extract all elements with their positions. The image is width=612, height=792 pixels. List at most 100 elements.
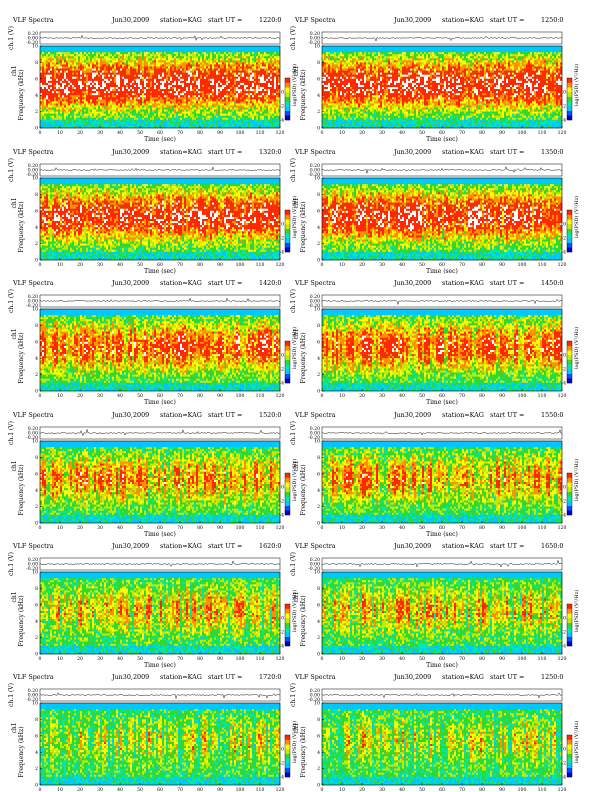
colorbar-tick-label: -4 bbox=[562, 118, 567, 124]
panel-start-time: 1450:0 bbox=[541, 279, 563, 287]
colorbar-tick-label: -2 bbox=[280, 761, 285, 767]
x-tick-label: 0 bbox=[39, 262, 42, 268]
y-tick-label: 6 bbox=[317, 76, 320, 82]
y-tick-label: 10 bbox=[314, 570, 320, 576]
x-tick-label: 110 bbox=[256, 262, 265, 268]
y-tick-label: 2 bbox=[317, 504, 320, 510]
colorbar-tick-label: -4 bbox=[562, 644, 567, 650]
colorbar-tick-label: -2 bbox=[280, 104, 285, 110]
x-tick-label: 10 bbox=[339, 656, 345, 662]
y-tick-label: 6 bbox=[35, 208, 38, 214]
spectrogram-image bbox=[40, 178, 280, 260]
y-tick-label: 10 bbox=[32, 701, 38, 707]
x-tick-label: 40 bbox=[117, 130, 123, 136]
waveform-trace bbox=[40, 429, 280, 435]
waveform-axis-label: ch.1 (V) bbox=[8, 26, 15, 50]
x-tick-label: 120 bbox=[276, 525, 285, 531]
x-tick-label: 110 bbox=[256, 525, 265, 531]
panel-start-prefix: start UT = bbox=[208, 673, 242, 681]
colorbar-tick-label: 0 bbox=[281, 353, 284, 359]
x-tick-label: 70 bbox=[459, 656, 465, 662]
x-tick-label: 100 bbox=[518, 525, 527, 531]
y-tick-label: 0 bbox=[35, 126, 38, 132]
panel-start-time: 1520:0 bbox=[259, 411, 281, 419]
colorbar-tick-label: -4 bbox=[280, 775, 285, 781]
channel-label: ch1 bbox=[11, 65, 18, 76]
x-tick-label: 40 bbox=[399, 262, 405, 268]
y-tick-label: 8 bbox=[35, 192, 38, 198]
x-tick-label: 100 bbox=[518, 262, 527, 268]
x-tick-label: 20 bbox=[77, 656, 83, 662]
panel-start-time: 1220:0 bbox=[259, 16, 281, 24]
y-tick-label: 8 bbox=[35, 455, 38, 461]
x-axis-label: Time (sec) bbox=[144, 399, 176, 406]
y-tick-label: 0 bbox=[35, 521, 38, 527]
y-tick-label: 10 bbox=[32, 570, 38, 576]
x-tick-label: 120 bbox=[276, 787, 285, 792]
y-tick-label: 0 bbox=[317, 652, 320, 658]
waveform-axis-label: ch.1 (V) bbox=[8, 421, 15, 445]
x-tick-label: 110 bbox=[256, 787, 265, 792]
x-tick-label: 70 bbox=[177, 393, 183, 399]
colorbar-tick-label: -4 bbox=[280, 644, 285, 650]
spectrogram-image bbox=[322, 46, 562, 128]
spectrogram-panel-8: VLF Spectra Jun30,2009 station=KAG start UT… bbox=[290, 411, 580, 538]
colorbar-tick-label: -4 bbox=[280, 118, 285, 124]
waveform-trace bbox=[322, 560, 562, 567]
x-tick-label: 40 bbox=[399, 393, 405, 399]
x-tick-label: 10 bbox=[339, 130, 345, 136]
x-tick-label: 100 bbox=[518, 130, 527, 136]
x-tick-label: 90 bbox=[217, 262, 223, 268]
colorbar-tick-label: -4 bbox=[280, 250, 285, 256]
panel-start-prefix: start UT = bbox=[490, 279, 524, 287]
x-tick-label: 40 bbox=[117, 656, 123, 662]
spectrogram-panel-6: VLF Spectra Jun30,2009 station=KAG start UT… bbox=[290, 279, 580, 406]
spectrogram-panel-2: VLF Spectra Jun30,2009 station=KAG start UT… bbox=[290, 16, 580, 143]
colorbar-tick-label: 0 bbox=[563, 222, 566, 228]
x-tick-label: 120 bbox=[276, 130, 285, 136]
x-tick-label: 0 bbox=[321, 262, 324, 268]
x-tick-label: 30 bbox=[379, 787, 385, 792]
y-tick-label: 2 bbox=[35, 635, 38, 641]
x-tick-label: 50 bbox=[137, 787, 143, 792]
y-tick-label: 2 bbox=[317, 635, 320, 641]
x-tick-label: 50 bbox=[137, 393, 143, 399]
channel-label: ch1 bbox=[293, 722, 300, 733]
waveform-trace bbox=[322, 430, 562, 435]
colorbar-tick-label: -2 bbox=[562, 236, 567, 242]
y-tick-label: 8 bbox=[35, 60, 38, 66]
colorbar-tick-label: -2 bbox=[280, 236, 285, 242]
x-tick-label: 30 bbox=[379, 262, 385, 268]
x-tick-label: 40 bbox=[399, 525, 405, 531]
panel-start-time: 1620:0 bbox=[259, 542, 281, 550]
x-tick-label: 90 bbox=[217, 393, 223, 399]
y-tick-label: 8 bbox=[317, 717, 320, 723]
x-tick-label: 10 bbox=[57, 262, 63, 268]
colorbar-tick-label: -4 bbox=[280, 381, 285, 387]
waveform-trace bbox=[322, 167, 562, 173]
x-tick-label: 100 bbox=[518, 656, 527, 662]
x-tick-label: 90 bbox=[499, 130, 505, 136]
x-tick-label: 110 bbox=[538, 393, 547, 399]
x-tick-label: 100 bbox=[236, 525, 245, 531]
channel-label: ch1 bbox=[293, 460, 300, 471]
y-tick-label: 2 bbox=[317, 766, 320, 772]
colorbar-label: log(PSD) (V²/Hz) bbox=[573, 459, 580, 501]
y-tick-label: 8 bbox=[35, 323, 38, 329]
x-tick-label: 30 bbox=[97, 787, 103, 792]
x-tick-label: 90 bbox=[499, 525, 505, 531]
colorbar-tick-label: -4 bbox=[562, 775, 567, 781]
x-tick-label: 80 bbox=[479, 656, 485, 662]
panel-start-prefix: start UT = bbox=[208, 148, 242, 156]
y-axis-label: Frequency (kHz) bbox=[18, 726, 25, 777]
y-tick-label: 4 bbox=[317, 93, 320, 99]
x-tick-label: 30 bbox=[97, 130, 103, 136]
y-tick-label: 0 bbox=[317, 783, 320, 789]
x-tick-label: 20 bbox=[359, 393, 365, 399]
y-axis-label: Frequency (kHz) bbox=[18, 464, 25, 515]
x-tick-label: 20 bbox=[77, 525, 83, 531]
y-tick-label: 8 bbox=[317, 586, 320, 592]
x-tick-label: 70 bbox=[177, 262, 183, 268]
waveform-trace bbox=[40, 167, 280, 171]
x-tick-label: 20 bbox=[77, 787, 83, 792]
